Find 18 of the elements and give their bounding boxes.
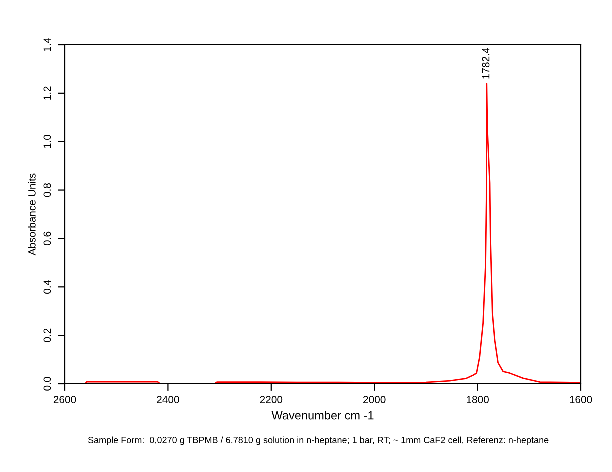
x-tick-label: 2600 <box>54 396 76 404</box>
y-tick-label: 0.8 <box>44 184 52 198</box>
annotation: 1782.4 <box>482 48 490 79</box>
x-tick-label: 1800 <box>467 396 489 404</box>
y-tick-label: 0.0 <box>44 377 52 391</box>
y-tick-label: 0.6 <box>44 232 52 246</box>
text: Sample Form: 0,0270 g TBPMB / 6,7810 g solution in n-heptane; 1 bar, RT; ~ 1mm CaF2 cell, Referenz: n-heptane <box>88 436 549 446</box>
x-tick-label: 1600 <box>570 396 592 404</box>
y-tick-label: 1.4 <box>44 38 52 52</box>
x-tick-label: 2200 <box>260 396 283 404</box>
y-axis-title: Absorbance Units <box>28 174 36 256</box>
y-tick-label: 1.0 <box>44 135 52 148</box>
x-tick-label: 2400 <box>157 396 180 404</box>
x-tick-label: 2000 <box>364 396 386 404</box>
y-tick-label: 0.2 <box>44 328 52 342</box>
x-axis-title: Wavenumber cm -1 <box>272 411 374 420</box>
y-tick-label: 1.2 <box>44 86 52 100</box>
y-tick-label: 0.4 <box>44 280 52 294</box>
